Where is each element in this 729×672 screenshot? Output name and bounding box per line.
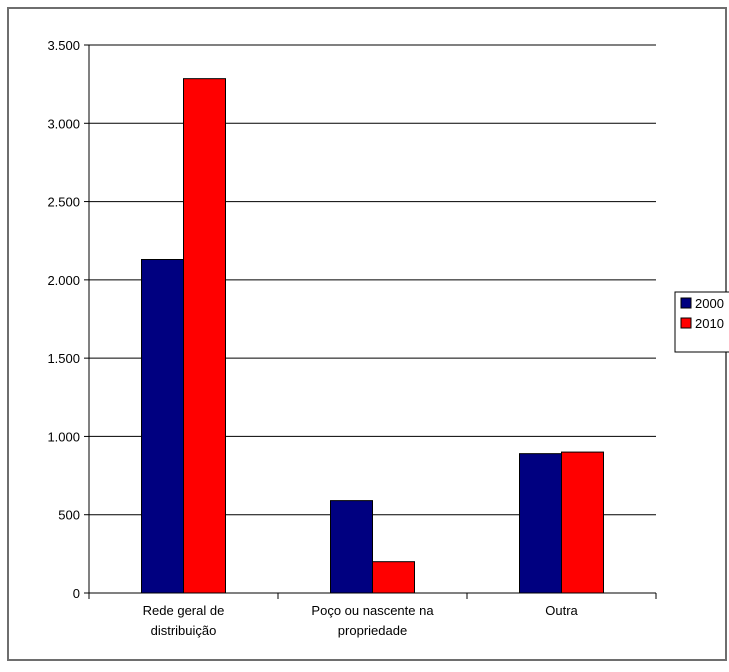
x-category-label: Rede geral de — [143, 603, 225, 618]
y-tick-label: 3.500 — [47, 38, 80, 53]
legend-swatch-2000 — [680, 297, 692, 309]
legend: 2000 2010 — [674, 291, 729, 353]
bar-2000 — [519, 453, 562, 594]
y-tick-label: 3.000 — [47, 116, 80, 131]
bar-2010 — [561, 451, 604, 594]
chart-area: 0 500 1.000 1.500 2.000 2.500 3.000 3.500 Rede … — [7, 7, 729, 661]
y-tick-label: 2.500 — [47, 195, 80, 210]
bar-2010 — [183, 78, 226, 594]
y-tick-label: 500 — [58, 508, 80, 523]
x-category-label: propriedade — [338, 623, 407, 638]
x-category-label: Poço ou nascente na — [311, 603, 434, 618]
bar-2010 — [372, 561, 415, 594]
x-axis-category-labels: Rede geral de distribuição Poço ou nascent… — [143, 603, 579, 638]
axes — [84, 44, 657, 599]
y-tick-label: 1.000 — [47, 429, 80, 444]
y-tick-label: 0 — [73, 586, 80, 601]
y-tick-label: 2.000 — [47, 273, 80, 288]
legend-label: 2000 — [695, 296, 724, 311]
legend-label: 2010 — [695, 316, 724, 331]
y-axis-tick-labels: 0 500 1.000 1.500 2.000 2.500 3.000 3.500 — [47, 38, 80, 601]
bar-chart: 0 500 1.000 1.500 2.000 2.500 3.000 3.500 Rede … — [47, 38, 729, 638]
x-category-label: distribuição — [151, 623, 217, 638]
y-tick-label: 1.500 — [47, 351, 80, 366]
x-category-label: Outra — [545, 603, 578, 618]
bar-2000 — [141, 259, 184, 594]
bar-2000 — [330, 500, 373, 594]
legend-swatch-2010 — [680, 317, 692, 329]
